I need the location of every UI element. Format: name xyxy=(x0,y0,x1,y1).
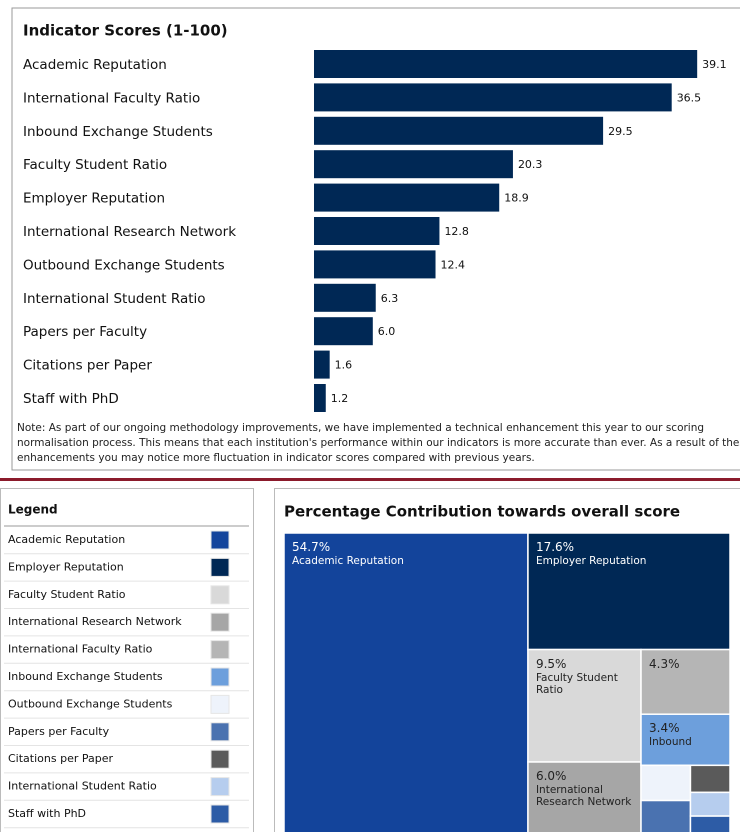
bar xyxy=(314,217,440,245)
bar xyxy=(314,150,513,179)
cell-value: 17.6% xyxy=(535,540,575,554)
legend-swatch xyxy=(210,612,230,632)
legend-label: International Faculty Ratio xyxy=(8,643,153,656)
cell-value: 4.3% xyxy=(649,656,680,671)
bar xyxy=(314,50,698,78)
treemap-cell xyxy=(640,799,692,832)
cell-label-box: 3.4%Inbound xyxy=(641,714,730,765)
treemap-cell xyxy=(283,532,529,832)
legend-label: Faculty Student Ratio xyxy=(8,588,126,601)
cell-name: International Research Network xyxy=(535,783,632,808)
cell-labels: 4.3% xyxy=(641,650,730,715)
cell-labels: 54.7% Academic Reputation xyxy=(284,533,528,832)
bar xyxy=(314,83,672,112)
legend-label: Outbound Exchange Students xyxy=(8,697,173,710)
legend-label: Papers per Faculty xyxy=(8,725,110,738)
legend-label: Academic Reputation xyxy=(8,533,125,546)
cell-labels: 17.6% Employer Reputation xyxy=(528,533,730,650)
bar-label: International Faculty Ratio xyxy=(23,90,200,106)
value-label: 20.3 xyxy=(518,158,543,171)
cell-label-box: 4.3% xyxy=(641,650,730,715)
cell-value: 6.0% xyxy=(535,768,567,783)
divider xyxy=(0,478,740,481)
bar xyxy=(314,250,436,279)
value-label: 6.0 xyxy=(378,325,396,338)
legend-label: International Student Ratio xyxy=(8,780,157,793)
legend-title: Legend xyxy=(8,503,58,517)
bar-label: Citations per Paper xyxy=(23,358,152,374)
cell-label-box: 6.0%International Research Network xyxy=(528,762,641,832)
treemap-cell xyxy=(527,532,731,651)
bar-label: Papers per Faculty xyxy=(23,324,147,340)
legend-swatch xyxy=(210,640,230,660)
cell-name: Inbound xyxy=(649,736,692,749)
bar-label: Staff with PhD xyxy=(23,391,119,407)
bar xyxy=(314,317,373,346)
legend-label: Employer Reputation xyxy=(8,560,124,573)
legend-swatch xyxy=(210,722,230,742)
value-label: 12.8 xyxy=(444,225,469,238)
legend-label: Staff with PhD xyxy=(8,807,86,820)
bar xyxy=(314,350,330,379)
cell-label-box: 9.5%Faculty Student Ratio xyxy=(528,650,641,762)
value-label: 1.6 xyxy=(335,359,353,372)
treemap-cell xyxy=(527,761,642,832)
value-label: 39.1 xyxy=(702,58,727,71)
legend-swatch xyxy=(210,667,230,687)
cell-name: Academic Reputation xyxy=(292,555,404,567)
treemap-cell xyxy=(640,648,731,715)
bar xyxy=(314,183,500,212)
cell-labels: 6.0% International Research Network xyxy=(528,762,641,832)
bar-label: Inbound Exchange Students xyxy=(23,124,213,140)
cell-labels: 9.5% Faculty Student Ratio xyxy=(528,650,641,762)
bar-label: Employer Reputation xyxy=(23,191,165,207)
treemap-cell xyxy=(689,815,731,832)
legend-swatch xyxy=(210,694,230,714)
legend-label: International Research Network xyxy=(8,615,182,628)
bar-label: International Research Network xyxy=(23,224,236,240)
value-label: 18.9 xyxy=(504,192,528,205)
bar-label: Academic Reputation xyxy=(23,57,167,73)
legend-swatch xyxy=(210,777,230,797)
bar-label: Faculty Student Ratio xyxy=(23,157,167,173)
legend-swatch xyxy=(210,530,230,550)
cell-label-box: 17.6%Employer Reputation xyxy=(528,533,730,650)
bar xyxy=(314,283,376,312)
cell-name: Faculty Student Ratio xyxy=(535,671,618,696)
legend-swatch xyxy=(210,585,230,605)
note: Note: As part of our ongoing methodology… xyxy=(17,422,740,464)
bar xyxy=(314,116,604,145)
value-label: 6.3 xyxy=(381,292,399,305)
cell-name: Employer Reputation xyxy=(535,555,647,567)
cell-value: 9.5% xyxy=(535,656,567,671)
cell-value: 3.4% xyxy=(649,721,680,736)
legend-swatch xyxy=(210,557,230,577)
cell-label-box: 54.7%Academic Reputation xyxy=(284,533,528,832)
legend-label: Citations per Paper xyxy=(8,752,113,765)
treemap-title: Percentage Contribution towards overall … xyxy=(284,503,680,521)
scores-title: Indicator Scores (1-100) xyxy=(23,22,228,40)
cell-labels: 3.4% Inbound xyxy=(641,714,730,765)
legend-swatch xyxy=(210,749,230,769)
cell-value: 54.7% xyxy=(292,540,331,554)
treemap-cell xyxy=(640,713,731,767)
bar xyxy=(314,384,326,412)
value-label: 12.4 xyxy=(441,258,466,271)
value-label: 1.2 xyxy=(331,392,349,405)
legend-swatch xyxy=(210,804,230,824)
value-label: 36.5 xyxy=(677,91,702,104)
bar-label: International Student Ratio xyxy=(23,291,206,307)
value-label: 29.5 xyxy=(608,125,633,138)
bar-label: Outbound Exchange Students xyxy=(23,257,225,273)
legend-label: Inbound Exchange Students xyxy=(8,670,163,683)
